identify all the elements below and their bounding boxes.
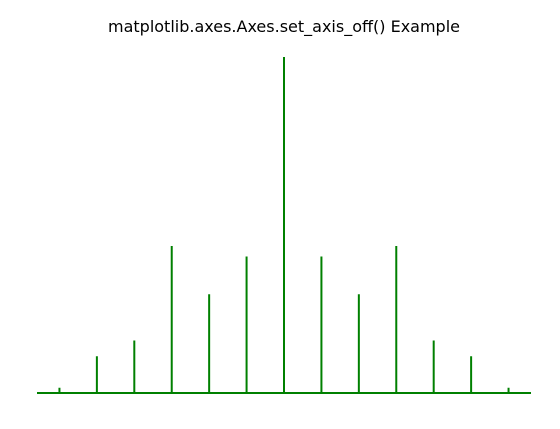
chart-title: matplotlib.axes.Axes.set_axis_off() Exam…	[108, 17, 460, 37]
stem-lines	[58, 57, 510, 393]
